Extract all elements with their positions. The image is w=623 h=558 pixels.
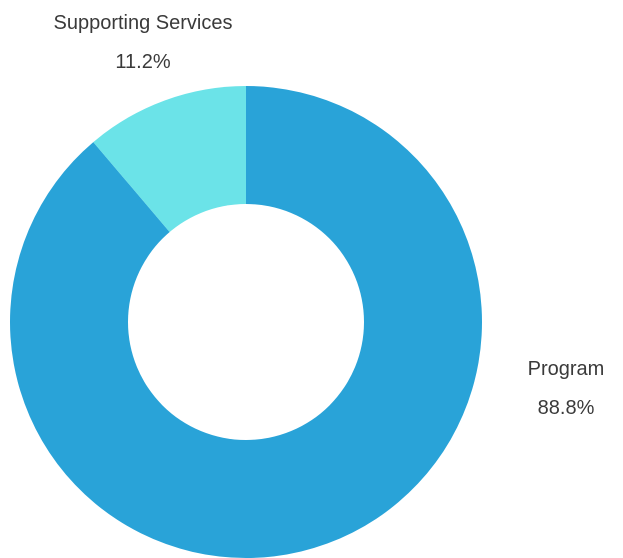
slice-label-supporting-services: Supporting Services [54, 12, 233, 34]
slice-label-program: Program [528, 358, 605, 380]
donut-hole [128, 204, 364, 440]
slice-value-supporting-services: 11.2% [115, 51, 170, 73]
slice-value-program: 88.8% [538, 397, 595, 419]
